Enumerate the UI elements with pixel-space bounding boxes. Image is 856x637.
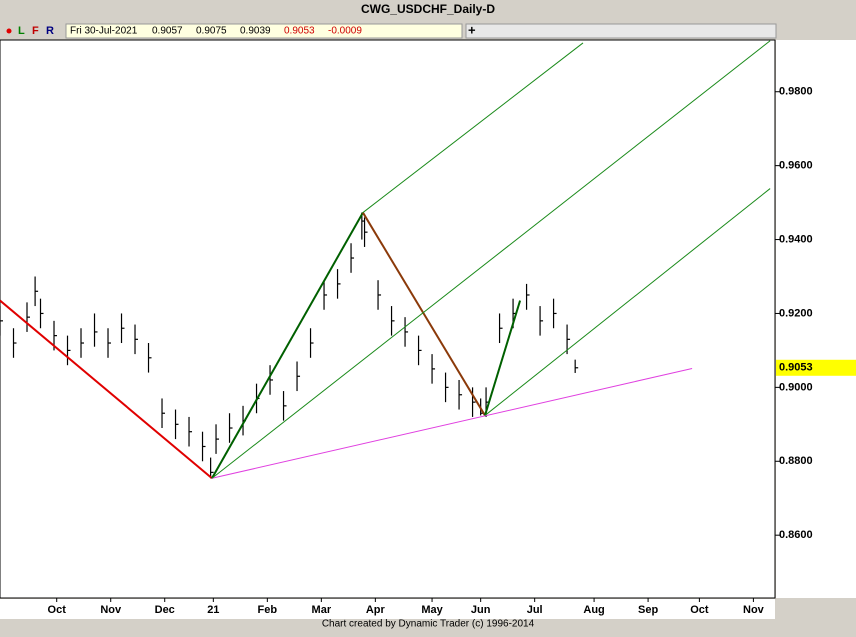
trend-line [211, 40, 771, 479]
x-tick-label: Jun [471, 604, 491, 616]
trend-line [0, 299, 213, 480]
y-tick-label: 0.9600 [779, 160, 813, 172]
x-tick-label: Feb [258, 604, 278, 616]
x-tick-label: Nov [743, 604, 765, 616]
info-date: Fri 30-Jul-2021 [70, 26, 138, 37]
x-tick-label: Dec [155, 604, 175, 616]
y-tick-label: 0.9800 [779, 86, 813, 98]
info-high: 0.9075 [196, 26, 227, 37]
trend-line [484, 300, 522, 416]
last-price-label: 0.9053 [779, 362, 813, 374]
x-tick-label: Oct [690, 604, 709, 616]
x-tick-label: Nov [100, 604, 122, 616]
x-tick-label: 21 [207, 604, 219, 616]
status-dot [6, 28, 12, 34]
toolbar-f[interactable]: F [32, 25, 39, 37]
x-tick-label: Oct [48, 604, 67, 616]
plot-area [0, 39, 776, 599]
trend-line [211, 368, 693, 479]
info-low: 0.9039 [240, 26, 271, 37]
footer: Chart created by Dynamic Trader (c) 1996… [322, 619, 535, 630]
y-tick-label: 0.8600 [779, 529, 813, 541]
toolbar-l[interactable]: L [18, 25, 25, 37]
info-bar [65, 23, 463, 39]
info-close: 0.9053 [284, 26, 315, 37]
y-tick-label: 0.9400 [779, 233, 813, 245]
toolbar-r[interactable]: R [46, 25, 54, 37]
trend-line [362, 212, 486, 416]
y-tick-label: 0.9000 [779, 381, 813, 393]
last-price-box [776, 359, 856, 376]
y-tick-label: 0.9200 [779, 307, 813, 319]
info-bar-extra [465, 23, 777, 39]
trend-line [484, 188, 771, 416]
y-axis-area [776, 40, 856, 598]
x-tick-label: Jul [527, 604, 543, 616]
trend-line [211, 212, 364, 479]
x-axis-area [0, 599, 775, 619]
trend-line [362, 42, 584, 213]
y-tick-label: 0.8800 [779, 455, 813, 467]
x-tick-label: Sep [638, 604, 658, 616]
x-tick-label: Mar [312, 604, 332, 616]
chart-title: CWG_USDCHF_Daily-D [361, 2, 495, 16]
x-tick-label: Apr [366, 604, 386, 616]
info-open: 0.9057 [152, 26, 183, 37]
x-tick-label: May [421, 604, 443, 616]
add-icon[interactable]: + [468, 22, 476, 37]
info-change: -0.0009 [328, 26, 362, 37]
x-tick-label: Aug [583, 604, 604, 616]
